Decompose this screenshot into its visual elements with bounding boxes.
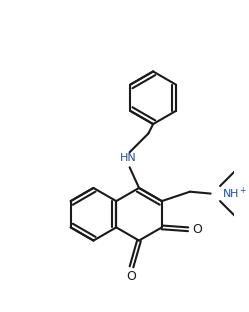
Text: O: O [192, 223, 202, 236]
Text: O: O [126, 270, 136, 283]
Text: HN: HN [119, 153, 136, 163]
Text: NH$^+$: NH$^+$ [222, 186, 248, 201]
